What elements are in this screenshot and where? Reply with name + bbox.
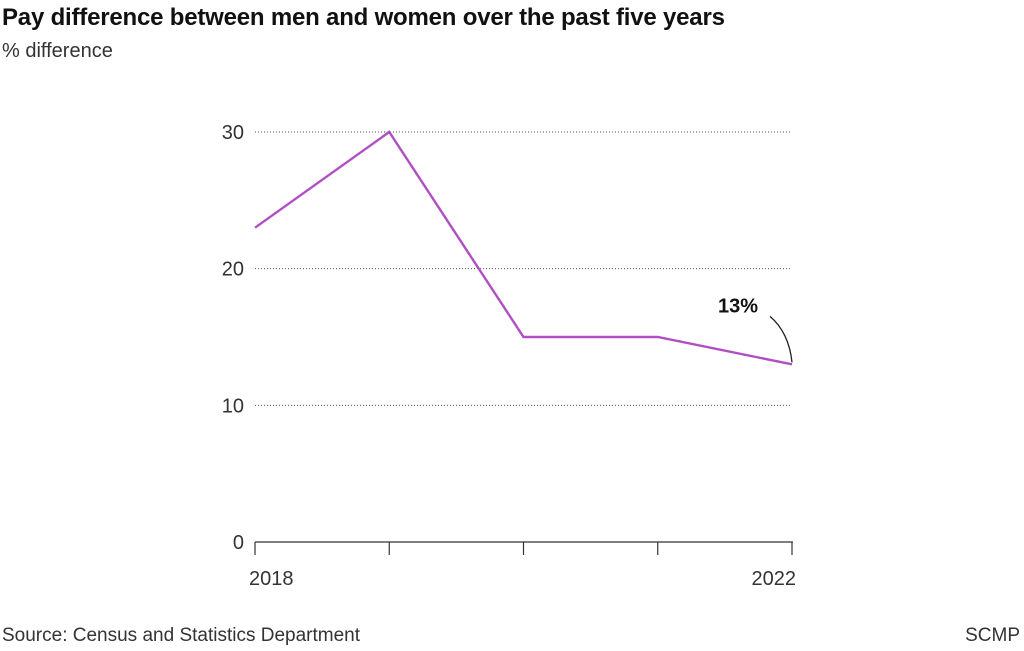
y-tick-label-0: 0 <box>233 532 244 554</box>
x-tick-labels: 2018 2022 <box>249 568 796 590</box>
annotations: 13% <box>718 295 793 363</box>
y-tick-labels: 0 10 20 30 <box>222 122 244 554</box>
series-line-0 <box>254 130 793 366</box>
y-tick-label-30: 30 <box>222 122 244 144</box>
y-tick-label-20: 20 <box>222 259 244 281</box>
annotation-pointer <box>769 315 793 363</box>
annotation-label: 13% <box>718 295 758 317</box>
y-tick-label-10: 10 <box>222 395 244 417</box>
series-lines <box>254 130 793 366</box>
gridlines <box>255 131 792 406</box>
x-tick-label-2018: 2018 <box>249 568 294 590</box>
brand-label: SCMP <box>965 625 1020 646</box>
x-axis <box>254 541 793 555</box>
x-tick-label-2022: 2022 <box>752 568 797 590</box>
source-note: Source: Census and Statistics Department <box>2 625 361 646</box>
chart-subtitle: % difference <box>2 40 113 62</box>
chart-title: Pay difference between men and women ove… <box>2 4 725 31</box>
